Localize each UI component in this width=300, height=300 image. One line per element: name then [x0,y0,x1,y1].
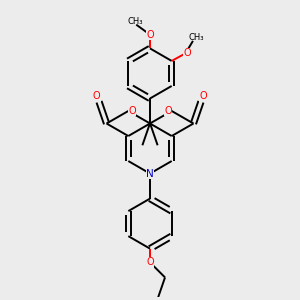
Text: CH₃: CH₃ [127,16,142,26]
Text: O: O [128,106,136,116]
Text: O: O [200,92,207,101]
Text: O: O [183,48,191,59]
Text: N: N [146,169,154,178]
Text: O: O [146,30,154,40]
Text: O: O [164,106,172,116]
Text: CH₃: CH₃ [188,33,204,42]
Text: O: O [93,92,100,101]
Text: O: O [146,257,154,267]
